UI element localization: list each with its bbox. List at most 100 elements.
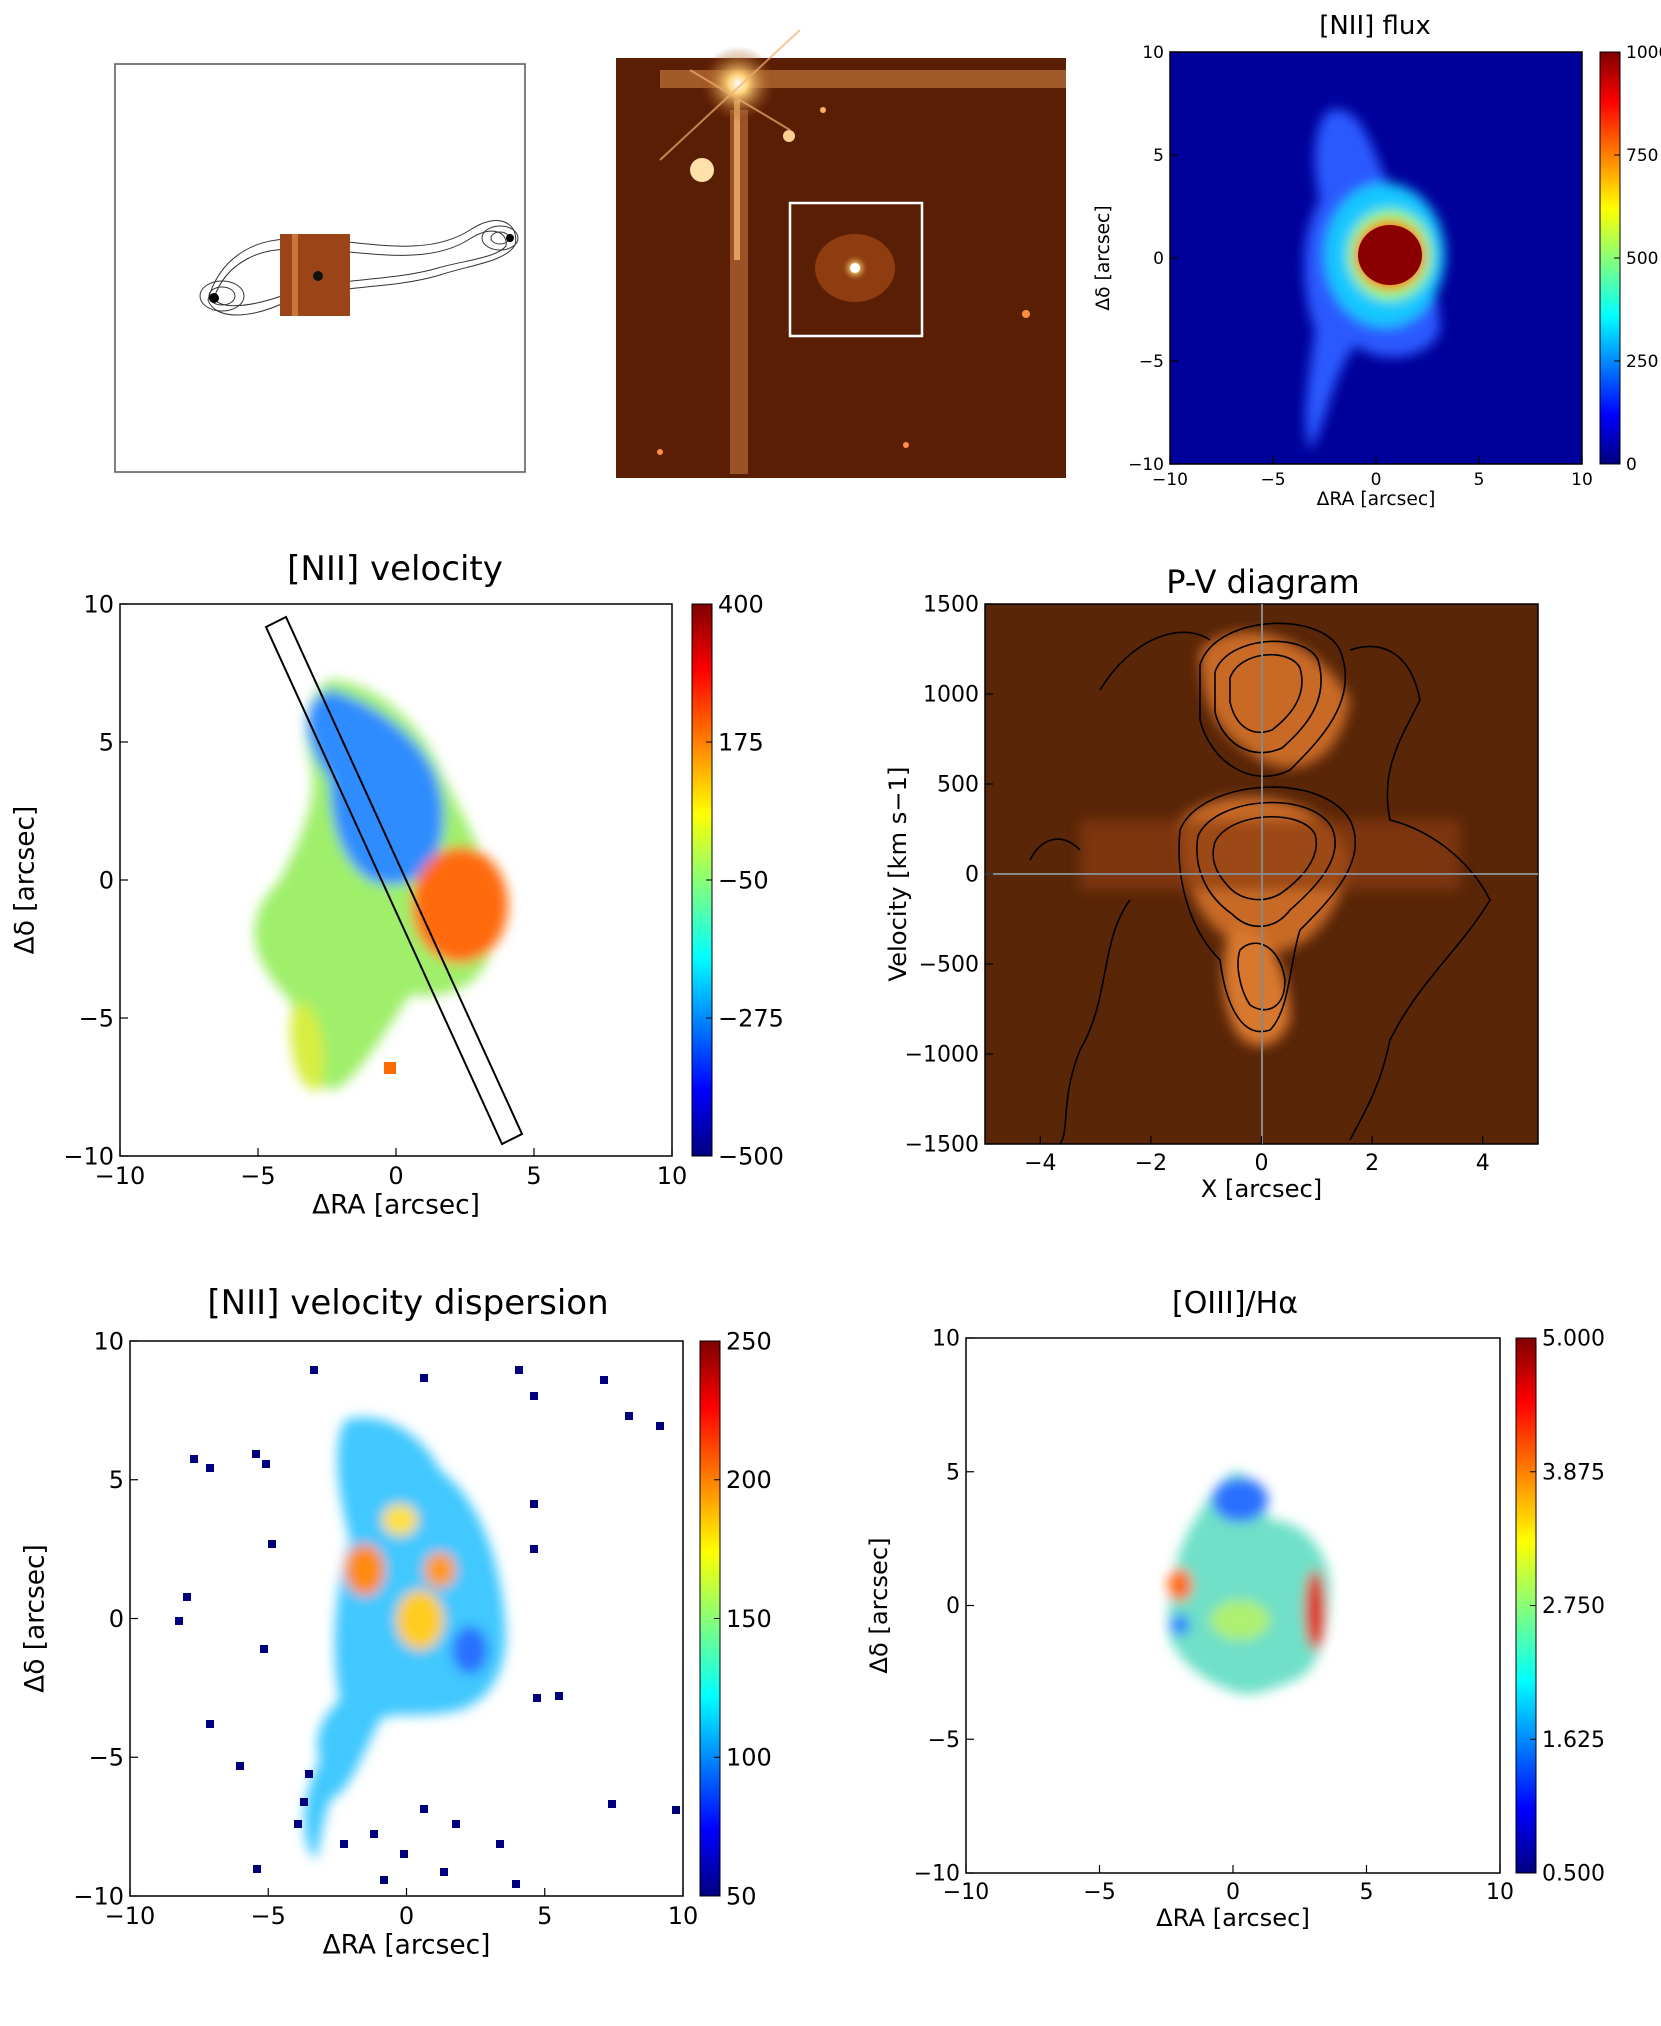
x-tick-label: 5 xyxy=(526,1162,541,1190)
x-tick-label: −2 xyxy=(1135,1151,1167,1176)
dispersion-outlier-pixels xyxy=(175,1366,680,1888)
x-tick-label: −5 xyxy=(240,1162,275,1190)
optical-ifu-field xyxy=(788,201,924,338)
x-axis-label: ΔRA [arcsec] xyxy=(1317,489,1436,510)
x-tick-label: 0 xyxy=(399,1902,414,1930)
y-tick-label: −10 xyxy=(73,1882,124,1910)
x-tick-label: 0 xyxy=(1371,470,1382,490)
flux-nucleus xyxy=(1358,225,1422,285)
x-tick-label: −5 xyxy=(251,1902,286,1930)
colorbar-tick-label: 1000 xyxy=(1626,43,1661,63)
y-tick-label: 10 xyxy=(93,1327,124,1355)
y-tick-label: 1000 xyxy=(923,683,979,708)
dispersion-panel: [NII] velocity dispersion xyxy=(20,1283,772,1961)
flux-panel: [NII] flux −10 −5 0 5 10 −10 −5 0 5 10 ΔRA [arcsec… xyxy=(1093,11,1661,510)
colorbar-tick-label: 400 xyxy=(718,590,764,618)
x-tick-label: −4 xyxy=(1024,1151,1056,1176)
x-tick-label: 4 xyxy=(1476,1151,1490,1176)
dispersion-map xyxy=(304,1417,506,1860)
radio-east-lobe xyxy=(481,225,519,251)
y-tick-label: −500 xyxy=(919,953,979,978)
x-tick-label: −10 xyxy=(105,1902,156,1930)
y-tick-label: 0 xyxy=(109,1605,124,1633)
x-tick-label: −5 xyxy=(1083,1880,1115,1905)
colorbar-tick-label: 150 xyxy=(726,1605,772,1633)
velocity-title: [NII] velocity xyxy=(287,549,503,589)
y-axis-label: Δδ [arcsec] xyxy=(20,1544,51,1693)
y-tick-label: −10 xyxy=(63,1142,114,1170)
y-tick-label: −1500 xyxy=(905,1133,979,1158)
pv-panel: P-V diagram −4 −2 0 2 4 −1500 −1000 −500 0 500 100… xyxy=(884,563,1539,1203)
colorbar-tick-label: 175 xyxy=(718,728,764,756)
y-axis-label: Δδ [arcsec] xyxy=(1093,205,1114,310)
flux-axes: −10 −5 0 5 10 −10 −5 0 5 10 ΔRA [arcsec] Δδ [arcsec… xyxy=(1093,43,1661,510)
y-tick-label: −10 xyxy=(1128,455,1164,475)
y-tick-label: −5 xyxy=(89,1744,124,1772)
velocity-field-map xyxy=(254,680,508,1091)
colorbar-tick-label: 2.750 xyxy=(1542,1594,1605,1619)
y-tick-label: 5 xyxy=(1153,146,1164,166)
y-axis-label: Δδ [arcsec] xyxy=(865,1537,893,1673)
x-tick-label: −10 xyxy=(943,1880,989,1905)
x-tick-label: 5 xyxy=(537,1902,552,1930)
y-tick-label: 10 xyxy=(932,1327,960,1352)
colorbar-tick-label: 750 xyxy=(1626,146,1658,166)
ratio-map xyxy=(1168,1471,1330,1695)
x-tick-label: 0 xyxy=(388,1162,403,1190)
colorbar-tick-label: 250 xyxy=(726,1327,772,1355)
pv-title: P-V diagram xyxy=(1166,563,1359,601)
y-tick-label: 500 xyxy=(937,773,979,798)
x-tick-label: 0 xyxy=(1226,1880,1240,1905)
y-tick-label: −5 xyxy=(79,1004,114,1032)
radio-west-lobe xyxy=(199,280,245,312)
x-tick-label: −5 xyxy=(1260,470,1285,490)
y-tick-label: 10 xyxy=(1142,43,1164,63)
x-tick-label: 10 xyxy=(1571,470,1593,490)
x-tick-label: 10 xyxy=(1486,1880,1514,1905)
colorbar-tick-label: 0 xyxy=(1626,455,1637,475)
colorbar-tick-label: 3.875 xyxy=(1542,1460,1605,1485)
radio-contour-panel xyxy=(114,63,526,473)
y-tick-label: 5 xyxy=(109,1466,124,1494)
x-tick-label: −10 xyxy=(1152,470,1188,490)
dispersion-title: [NII] velocity dispersion xyxy=(207,1283,608,1323)
y-tick-label: −5 xyxy=(1139,352,1164,372)
optical-bright-star xyxy=(700,46,776,122)
colorbar-tick-label: 5.000 xyxy=(1542,1327,1605,1352)
y-tick-label: 1500 xyxy=(923,593,979,618)
y-tick-label: 5 xyxy=(946,1460,960,1485)
ratio-panel: [OIII]/Hα −10 −5 0 5 10 −10 −5 0 5 10 ΔRA [arcsec]… xyxy=(865,1286,1605,1932)
ratio-title: [OIII]/Hα xyxy=(1172,1286,1298,1321)
colorbar-tick-label: 50 xyxy=(726,1882,757,1910)
y-axis-label: Δδ [arcsec] xyxy=(10,806,41,955)
x-axis-label: ΔRA [arcsec] xyxy=(1156,1904,1310,1932)
y-tick-label: 0 xyxy=(99,866,114,894)
x-axis-label: ΔRA [arcsec] xyxy=(323,1930,491,1961)
colorbar-tick-label: 250 xyxy=(1626,352,1658,372)
velocity-slit xyxy=(264,615,524,1146)
colorbar-tick-label: 1.625 xyxy=(1542,1728,1605,1753)
colorbar-tick-label: 100 xyxy=(726,1744,772,1772)
y-tick-label: 0 xyxy=(965,863,979,888)
colorbar-tick-label: −500 xyxy=(718,1142,784,1170)
y-tick-label: −5 xyxy=(928,1728,960,1753)
x-tick-label: 2 xyxy=(1365,1151,1379,1176)
x-axis-label: ΔRA [arcsec] xyxy=(312,1190,480,1221)
y-tick-label: 0 xyxy=(946,1594,960,1619)
x-tick-label: 10 xyxy=(657,1162,688,1190)
x-axis-label: X [arcsec] xyxy=(1201,1175,1322,1203)
y-tick-label: −10 xyxy=(914,1862,960,1887)
y-tick-label: −1000 xyxy=(905,1043,979,1068)
colorbar-tick-label: −50 xyxy=(718,866,769,894)
colorbar-tick-label: −275 xyxy=(718,1004,784,1032)
y-tick-label: 0 xyxy=(1153,249,1164,269)
x-tick-label: 5 xyxy=(1360,1880,1374,1905)
x-tick-label: 5 xyxy=(1474,470,1485,490)
pv-axes: −4 −2 0 2 4 −1500 −1000 −500 0 500 1000 1500 X [arcs… xyxy=(884,593,1490,1203)
dispersion-axes: −10 −5 0 5 10 −10 −5 0 5 10 ΔRA [arcsec] Δδ [arcsec… xyxy=(20,1327,772,1960)
flux-title: [NII] flux xyxy=(1319,11,1431,41)
colorbar-tick-label: 500 xyxy=(1626,249,1658,269)
x-tick-label: 10 xyxy=(668,1902,699,1930)
